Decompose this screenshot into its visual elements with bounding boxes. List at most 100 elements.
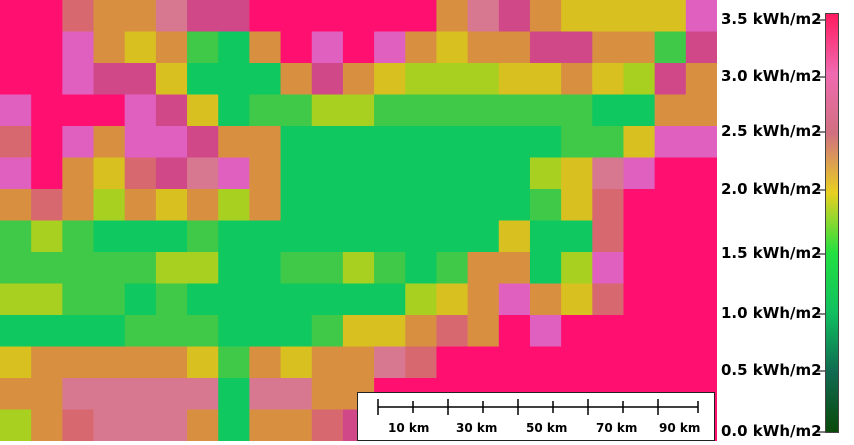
grid-cell [155,63,188,96]
grid-cell [467,126,500,159]
grid-cell [654,189,687,222]
scale-label-50km: 50 km [526,421,568,435]
grid-cell [436,94,469,127]
grid-cell [654,157,687,190]
grid-cell [592,31,625,64]
grid-cell [187,283,219,316]
grid-cell [498,126,531,159]
grid-cell [623,63,656,96]
grid-cell [218,252,250,285]
grid-cell [529,283,562,316]
grid-cell [685,315,718,348]
grid-cell [280,283,313,316]
grid-cell [405,252,438,285]
grid-cell [529,63,562,96]
grid-cell [654,126,687,159]
grid-cell [498,0,531,33]
grid-cell [467,283,500,316]
grid-cell [311,252,344,285]
grid-cell [685,189,718,222]
grid-cell [155,0,188,33]
grid-cell [31,315,63,348]
grid-cell [623,252,656,285]
grid-cell [405,126,438,159]
grid-cell [685,0,718,33]
grid-cell [311,0,344,33]
grid-cell [187,0,219,33]
legend-tick-3-5: 3.5 kWh/m2 [721,10,822,28]
grid-cell [561,94,593,127]
grid-cell [218,31,250,64]
grid-cell [280,0,313,33]
grid-cell [280,220,313,253]
grid-cell [187,189,219,222]
grid-cell [467,220,500,253]
grid-cell [311,189,344,222]
grid-cell [155,94,188,127]
grid-cell [374,31,406,64]
scale-label-10km: 10 km [388,421,430,435]
grid-cell [405,220,438,253]
grid-cell [249,283,282,316]
grid-cell [0,63,32,96]
grid-cell [93,63,126,96]
grid-cell [685,220,718,253]
grid-cell [685,63,718,96]
grid-cell [436,126,469,159]
grid-cell [187,346,219,379]
grid-cell [155,157,188,190]
grid-cell [561,157,593,190]
grid-cell [187,94,219,127]
grid-cell [187,31,219,64]
grid-cell [218,126,250,159]
grid-cell [187,63,219,96]
grid-cell [0,126,32,159]
grid-cell [280,63,313,96]
grid-cell [62,126,95,159]
grid-cell [218,283,250,316]
grid-cell [498,63,531,96]
grid-cell [31,378,63,411]
grid-cell [31,220,63,253]
grid-cell [561,189,593,222]
grid-cell [654,63,687,96]
legend-tick-1-0: 1.0 kWh/m2 [721,304,822,322]
grid-cell [498,31,531,64]
grid-cell [592,189,625,222]
grid-cell [218,378,250,411]
grid-cell [374,63,406,96]
grid-cell [249,378,282,411]
grid-cell [62,283,95,316]
grid-cell [187,409,219,442]
grid-cell [31,94,63,127]
grid-cell [155,315,188,348]
legend-tick-0-5: 0.5 kWh/m2 [721,361,822,379]
grid-cell [623,0,656,33]
grid-cell [374,189,406,222]
grid-cell [280,315,313,348]
grid-cell [592,283,625,316]
grid-cell [155,378,188,411]
grid-cell [31,346,63,379]
grid-cell [155,220,188,253]
grid-cell [187,220,219,253]
grid-cell [62,315,95,348]
grid-cell [155,409,188,442]
grid-cell [374,94,406,127]
grid-cell [280,409,313,442]
grid-cell [374,346,406,379]
grid-cell [0,0,32,33]
grid-cell [436,220,469,253]
grid-cell [436,63,469,96]
legend-tick-3-0: 3.0 kWh/m2 [721,67,822,85]
grid-cell [218,157,250,190]
grid-cell [124,63,157,96]
grid-cell [623,126,656,159]
grid-cell [93,94,126,127]
grid-cell [280,189,313,222]
legend-tick-2-0: 2.0 kWh/m2 [721,180,822,198]
grid-cell [623,346,656,379]
grid-cell [93,157,126,190]
grid-cell [62,252,95,285]
grid-cell [436,157,469,190]
